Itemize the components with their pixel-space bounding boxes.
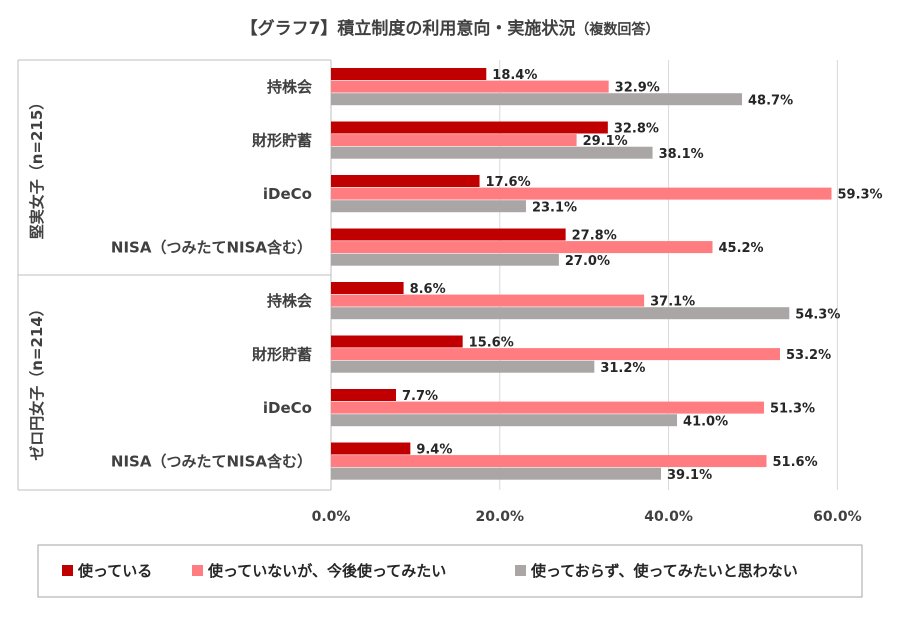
category-label: NISA（つみたてNISA含む） <box>111 452 312 470</box>
data-label: 53.2% <box>786 348 831 363</box>
bar <box>331 187 832 200</box>
data-label: 7.7% <box>402 389 438 404</box>
data-label: 27.8% <box>572 229 617 244</box>
bar <box>331 80 609 93</box>
x-axis-ticks: 0.0% 20.0% 40.0% 60.0% <box>312 509 862 525</box>
legend: 使っている 使っていないが、今後使ってみたい 使っておらず、使ってみたいと思わない <box>37 544 863 598</box>
data-label: 31.2% <box>600 361 645 376</box>
data-label: 45.2% <box>718 241 763 256</box>
category-labels: 堅実女子（n=215）持株会財形貯蓄iDeCoNISA（つみたてNISA含む）ゼ… <box>28 78 312 470</box>
tick-label: 60.0% <box>813 509 862 525</box>
tick-label: 40.0% <box>644 509 693 525</box>
data-label: 17.6% <box>486 175 531 190</box>
bar <box>331 228 566 241</box>
bar <box>331 282 404 294</box>
data-label: 38.1% <box>659 147 704 162</box>
legend-swatch <box>192 565 203 576</box>
data-label: 27.0% <box>565 254 610 269</box>
category-label: NISA（つみたてNISA含む） <box>111 238 312 256</box>
group-label: 堅実女子（n=215） <box>28 95 46 240</box>
data-label: 59.3% <box>837 188 882 203</box>
legend-label: 使っていないが、今後使ってみたい <box>207 562 446 580</box>
bar <box>331 200 526 213</box>
data-label: 32.9% <box>615 81 660 96</box>
data-label: 51.3% <box>770 402 815 417</box>
bar <box>331 68 487 80</box>
bar <box>331 335 463 348</box>
data-label: 41.0% <box>683 414 728 429</box>
chart-title-note: （複数回答） <box>575 21 659 38</box>
bar <box>331 442 411 455</box>
bars <box>331 68 832 480</box>
bar <box>331 360 595 373</box>
legend-box <box>37 544 863 598</box>
legend-label: 使っておらず、使ってみたいと思わない <box>530 562 798 580</box>
bar <box>331 146 653 159</box>
bar <box>331 389 396 401</box>
data-label: 18.4% <box>492 68 537 83</box>
bar <box>331 294 645 307</box>
bar <box>331 121 608 134</box>
bar <box>331 175 480 187</box>
bar <box>331 455 767 468</box>
data-label: 29.1% <box>583 134 628 149</box>
data-label: 51.6% <box>773 455 818 470</box>
data-label: 32.8% <box>614 122 659 137</box>
category-label: 財形貯蓄 <box>251 345 312 363</box>
bar <box>331 467 662 480</box>
legend-swatch <box>515 565 526 576</box>
tick-label: 20.0% <box>476 509 525 525</box>
tick-label: 0.0% <box>312 509 351 525</box>
data-label: 23.1% <box>532 200 577 215</box>
bar <box>331 241 713 254</box>
data-label: 37.1% <box>650 295 695 310</box>
category-frame <box>17 59 332 491</box>
group-label: ゼロ円女子（n=214） <box>28 301 46 461</box>
legend-label: 使っている <box>77 562 152 580</box>
data-label: 39.1% <box>667 468 712 483</box>
bar <box>331 93 743 106</box>
category-label: iDeCo <box>263 399 312 417</box>
bar <box>331 401 764 414</box>
category-label: 持株会 <box>267 78 312 96</box>
chart-title-main: 【グラフ7】積立制度の利用意向・実施状況 <box>241 18 576 39</box>
data-label: 8.6% <box>410 282 446 297</box>
data-label: 9.4% <box>416 443 452 458</box>
bar <box>331 414 678 427</box>
category-label: 持株会 <box>267 292 312 310</box>
bar <box>331 134 577 147</box>
data-label: 48.7% <box>748 93 793 108</box>
legend-swatch <box>62 565 73 576</box>
bar <box>331 307 790 320</box>
chart-title: 【グラフ7】積立制度の利用意向・実施状況（複数回答） <box>241 18 660 39</box>
data-label: 54.3% <box>795 307 840 322</box>
category-label: iDeCo <box>263 185 312 203</box>
category-label: 財形貯蓄 <box>251 131 312 149</box>
data-label: 15.6% <box>469 336 514 351</box>
bar <box>331 348 781 361</box>
bar <box>331 253 559 266</box>
data-labels: 18.4% 32.9% 48.7% 32.8%29.1% 38.1% 17.6% 59.3%… <box>402 68 883 483</box>
